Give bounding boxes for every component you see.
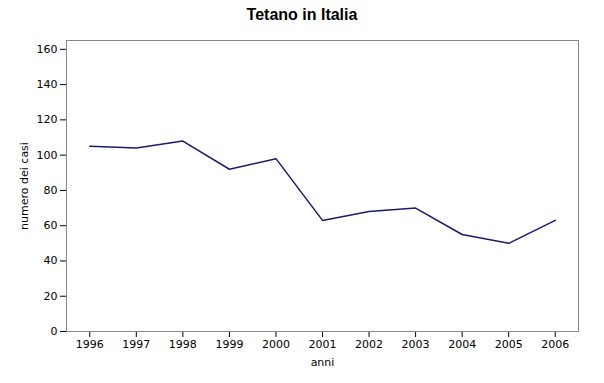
svg-text:100: 100 xyxy=(37,149,58,162)
svg-text:1998: 1998 xyxy=(169,338,197,351)
svg-text:1999: 1999 xyxy=(215,338,243,351)
svg-text:160: 160 xyxy=(37,43,58,56)
svg-text:2005: 2005 xyxy=(495,338,523,351)
svg-text:40: 40 xyxy=(44,254,58,267)
svg-text:140: 140 xyxy=(37,78,58,91)
svg-text:anni: anni xyxy=(311,356,335,369)
svg-text:2003: 2003 xyxy=(402,338,430,351)
svg-text:80: 80 xyxy=(44,184,58,197)
svg-text:0: 0 xyxy=(51,325,58,338)
svg-text:20: 20 xyxy=(44,290,58,303)
svg-text:numero dei casi: numero dei casi xyxy=(18,142,31,230)
svg-text:1996: 1996 xyxy=(76,338,104,351)
html-text:Tetano in Italia: Tetano in Italia xyxy=(246,6,358,23)
svg-text:60: 60 xyxy=(44,219,58,232)
svg-text:2001: 2001 xyxy=(309,338,337,351)
svg-text:2006: 2006 xyxy=(541,338,569,351)
svg-text:1997: 1997 xyxy=(122,338,150,351)
svg-text:120: 120 xyxy=(37,113,58,126)
svg-text:2000: 2000 xyxy=(262,338,290,351)
svg-text:2004: 2004 xyxy=(448,338,476,351)
svg-text:2002: 2002 xyxy=(355,338,383,351)
